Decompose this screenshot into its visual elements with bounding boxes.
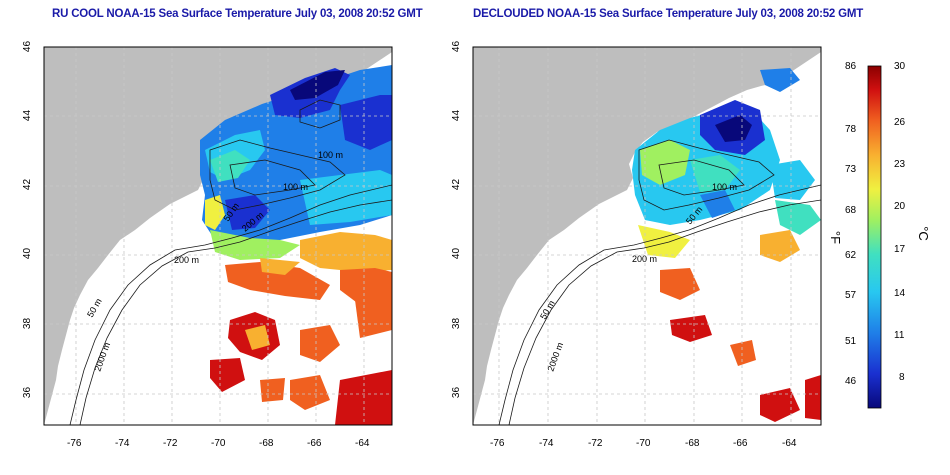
y-tick: 40 — [451, 247, 463, 260]
contour-label: 200 m — [632, 254, 657, 264]
x-tick: -64 — [355, 438, 370, 449]
right-map: 100 m 50 m 200 m 50 m 2000 m — [473, 47, 821, 425]
colorbar — [867, 65, 882, 409]
f-tick: 46 — [845, 376, 857, 387]
celsius-label: °C — [915, 226, 931, 241]
x-tick: -76 — [67, 438, 82, 449]
right-map-frame — [472, 46, 822, 426]
x-tick: -70 — [211, 438, 226, 449]
f-tick: 78 — [845, 124, 857, 135]
x-tick: -74 — [115, 438, 130, 449]
bathymetry-contours — [69, 99, 392, 425]
right-panel-title: DECLOUDED NOAA-15 Sea Surface Temperatur… — [473, 8, 864, 20]
x-tick: -76 — [490, 438, 505, 449]
left-map: 200 m 100 m 100 m 50 m 200 m 50 m 2000 m — [44, 47, 392, 425]
land-mass — [44, 47, 392, 425]
c-tick: 17 — [894, 244, 906, 255]
c-tick: 11 — [894, 330, 905, 341]
y-tick: 40 — [22, 247, 34, 260]
sst-field — [632, 68, 821, 422]
left-map-frame — [43, 46, 393, 426]
c-tick: 26 — [894, 117, 906, 128]
x-tick: -66 — [307, 438, 322, 449]
bathymetry-contours — [498, 139, 821, 425]
x-tick: -68 — [685, 438, 700, 449]
x-tick: -66 — [733, 438, 748, 449]
f-tick: 73 — [845, 164, 857, 175]
y-tick: 36 — [22, 386, 34, 399]
f-tick: 57 — [845, 290, 857, 301]
x-tick: -74 — [539, 438, 554, 449]
f-tick: 62 — [845, 250, 857, 261]
contour-label: 100 m — [283, 182, 308, 192]
contour-label: 100 m — [318, 150, 343, 160]
c-tick: 14 — [894, 288, 906, 299]
c-tick: 20 — [894, 201, 906, 212]
y-tick: 36 — [451, 386, 463, 399]
contour-label: 100 m — [712, 182, 737, 192]
c-tick: 8 — [899, 372, 905, 383]
x-tick: -72 — [163, 438, 178, 449]
left-panel-title: RU COOL NOAA-15 Sea Surface Temperature … — [52, 8, 423, 20]
y-tick: 46 — [451, 40, 463, 53]
grid-lines — [44, 47, 392, 425]
y-tick: 42 — [22, 178, 34, 191]
f-tick: 51 — [845, 336, 857, 347]
y-tick: 44 — [22, 109, 34, 122]
x-tick: -64 — [782, 438, 797, 449]
c-tick: 30 — [894, 61, 906, 72]
fahrenheit-label: °F — [828, 230, 844, 245]
y-tick: 44 — [451, 109, 463, 122]
y-tick: 38 — [451, 317, 463, 330]
contour-label: 200 m — [174, 255, 199, 265]
f-tick: 86 — [845, 61, 857, 72]
land-mass — [473, 47, 821, 425]
x-tick: -70 — [636, 438, 651, 449]
y-tick: 38 — [22, 317, 34, 330]
y-tick: 42 — [451, 178, 463, 191]
f-tick: 68 — [845, 205, 857, 216]
y-tick: 46 — [22, 40, 34, 53]
c-tick: 23 — [894, 159, 906, 170]
x-tick: -72 — [588, 438, 603, 449]
grid-lines — [473, 47, 821, 425]
x-tick: -68 — [259, 438, 274, 449]
